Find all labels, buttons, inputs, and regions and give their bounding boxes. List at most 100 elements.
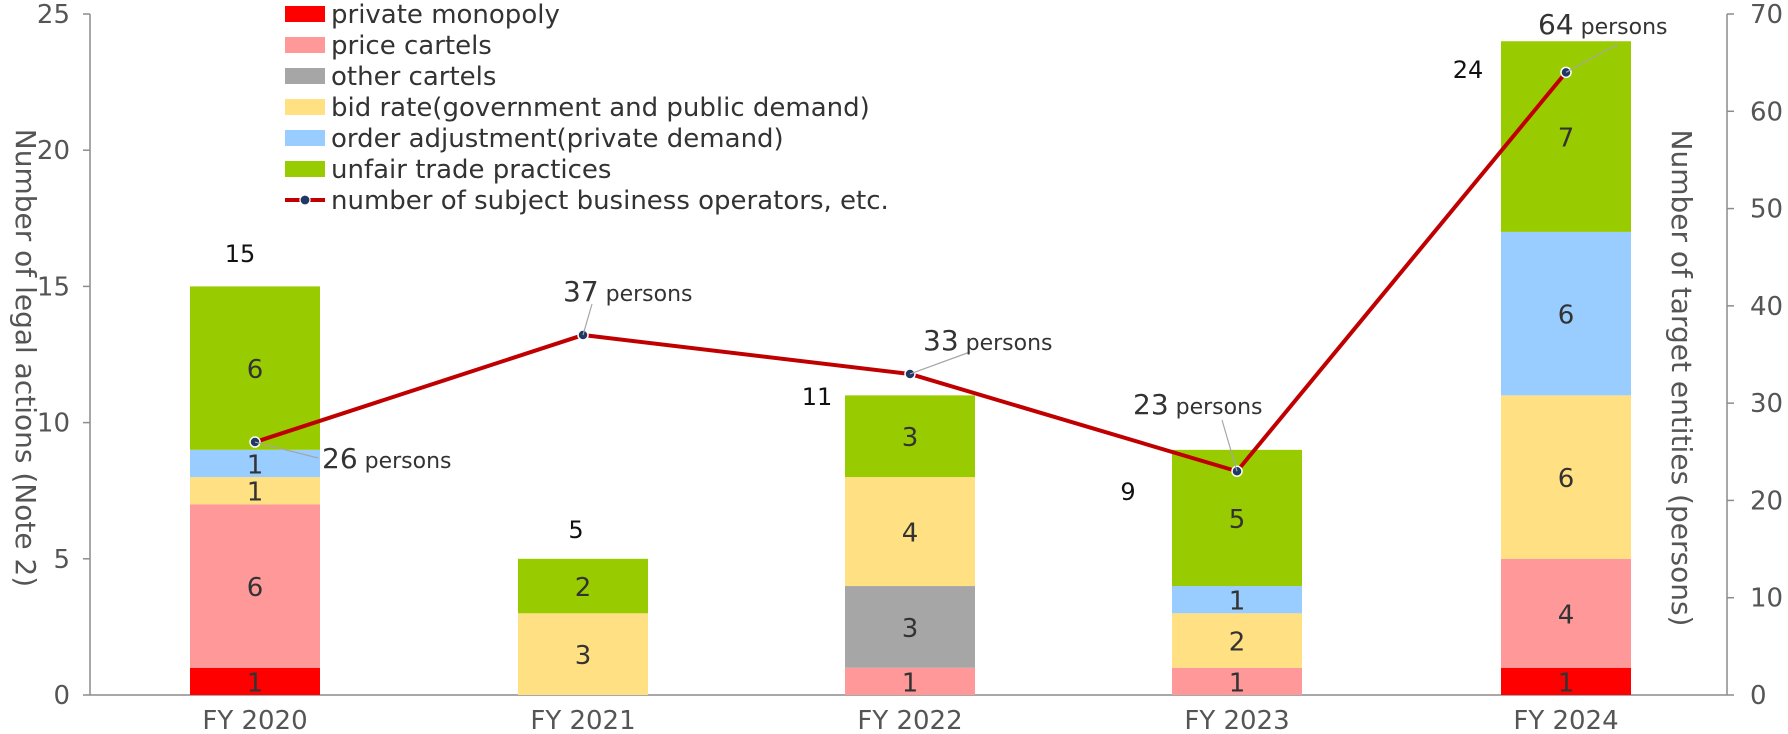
bar-segment <box>1172 613 1302 668</box>
bar-segment <box>1172 667 1302 695</box>
bar-segment <box>190 449 320 478</box>
bar-segment <box>1501 231 1631 396</box>
category-label: FY 2023 <box>1184 706 1289 734</box>
y-tick-label: 20 <box>37 136 70 166</box>
y-tick-label: 25 <box>37 0 70 30</box>
bar-segment-label: 2 <box>575 573 592 603</box>
bar-segment-label: 2 <box>1229 628 1246 658</box>
bar-segment-label: 6 <box>1558 464 1575 494</box>
y2-tick-label: 0 <box>1750 681 1767 711</box>
line-value-number: 37 <box>563 275 599 308</box>
line-value-unit: persons <box>599 282 693 307</box>
line-value-label: 23 persons <box>1133 388 1263 421</box>
bar-segment-label: 7 <box>1558 124 1575 154</box>
line-value-label: 37 persons <box>563 275 693 308</box>
line-value-number: 23 <box>1133 388 1169 421</box>
line-value-unit: persons <box>1574 15 1668 40</box>
bar-segment-label: 1 <box>1558 668 1575 698</box>
bar-segment-label: 1 <box>247 668 264 698</box>
legend-label: unfair trade practices <box>331 155 611 185</box>
y-tick-label: 15 <box>37 272 70 302</box>
line-value-number: 26 <box>322 442 358 475</box>
line-label-leader <box>582 303 593 336</box>
bar-segment-label: 3 <box>902 423 919 453</box>
y2-tick-label: 30 <box>1750 389 1783 419</box>
legend-swatch <box>285 68 325 84</box>
line-value-label: 64 persons <box>1538 8 1668 41</box>
y2-tick-label: 70 <box>1750 0 1783 30</box>
line-value-number: 64 <box>1538 8 1574 41</box>
bar-total-label: 9 <box>1120 478 1135 506</box>
y2-tick-label: 60 <box>1750 97 1783 127</box>
bar-segment <box>190 667 320 695</box>
bar-segment-label: 6 <box>247 355 264 385</box>
y-axis-title: Number of legal actions (Note 2) <box>9 129 42 587</box>
bar-segment <box>845 477 975 587</box>
line-value-unit: persons <box>1169 395 1263 420</box>
category-label: FY 2020 <box>202 706 307 734</box>
y2-tick-label: 40 <box>1750 292 1783 322</box>
bar-segment <box>1501 558 1631 668</box>
legend-swatch <box>285 37 325 53</box>
legend-label: number of subject business operators, et… <box>331 186 889 216</box>
legend-swatch <box>285 6 325 22</box>
line-value-label: 26 persons <box>322 442 452 475</box>
bar-segment <box>190 504 320 668</box>
bar-segment-label: 1 <box>902 668 919 698</box>
y-tick-label: 10 <box>37 409 70 439</box>
bar-segment-label: 4 <box>1558 600 1575 630</box>
bar-total-label: 24 <box>1453 56 1484 84</box>
category-label: FY 2022 <box>857 706 962 734</box>
legend-line-marker <box>299 194 311 206</box>
bar-segment-label: 4 <box>902 519 919 549</box>
bar-segment <box>845 395 975 478</box>
y2-axis-title: Number of target entities (persons) <box>1665 130 1698 627</box>
bar-total-label: 15 <box>225 240 256 268</box>
y2-tick-label: 50 <box>1750 195 1783 225</box>
bar-segment <box>845 667 975 695</box>
bar-segment <box>1501 667 1631 695</box>
bar-segment <box>1501 395 1631 559</box>
bar-total-label: 5 <box>568 516 583 544</box>
y-tick-label: 5 <box>53 545 70 575</box>
line-value-unit: persons <box>358 449 452 474</box>
y2-tick-label: 20 <box>1750 486 1783 516</box>
line-value-number: 33 <box>923 324 959 357</box>
legend-label: bid rate(government and public demand) <box>331 93 870 123</box>
line-value-unit: persons <box>959 331 1053 356</box>
legend-swatch <box>285 99 325 115</box>
legend-label: order adjustment(private demand) <box>331 124 784 154</box>
bar-segment-label: 3 <box>575 641 592 671</box>
bar-segment-label: 1 <box>247 450 264 480</box>
legend-swatch <box>285 130 325 146</box>
category-label: FY 2021 <box>530 706 635 734</box>
category-label: FY 2024 <box>1513 706 1618 734</box>
legend-label: other cartels <box>331 62 496 92</box>
line-label-leader <box>1565 43 1619 73</box>
bar-segment-label: 3 <box>902 614 919 644</box>
bar-total-label: 11 <box>802 383 833 411</box>
bar-segment-label: 1 <box>1229 668 1246 698</box>
bar-segment-label: 6 <box>1558 301 1575 331</box>
bar-segment-label: 5 <box>1229 505 1246 535</box>
legend-label: price cartels <box>331 31 492 61</box>
line-value-label: 33 persons <box>923 324 1053 357</box>
line-label-leader <box>909 351 971 375</box>
legend-swatch <box>285 161 325 177</box>
bar-segment <box>845 586 975 668</box>
legend-label: private monopoly <box>331 0 560 30</box>
bar-segment <box>190 477 320 505</box>
y2-tick-label: 10 <box>1750 584 1783 614</box>
bar-segment <box>1172 586 1302 614</box>
y-tick-label: 0 <box>53 681 70 711</box>
bar-segment-label: 1 <box>1229 587 1246 617</box>
bar-segment <box>518 613 648 695</box>
line-label-leader <box>254 441 319 459</box>
bar-segment-label: 6 <box>247 573 264 603</box>
bar-segment <box>518 558 648 614</box>
bar-segment-label: 1 <box>247 478 264 508</box>
bar-segment <box>190 286 320 450</box>
